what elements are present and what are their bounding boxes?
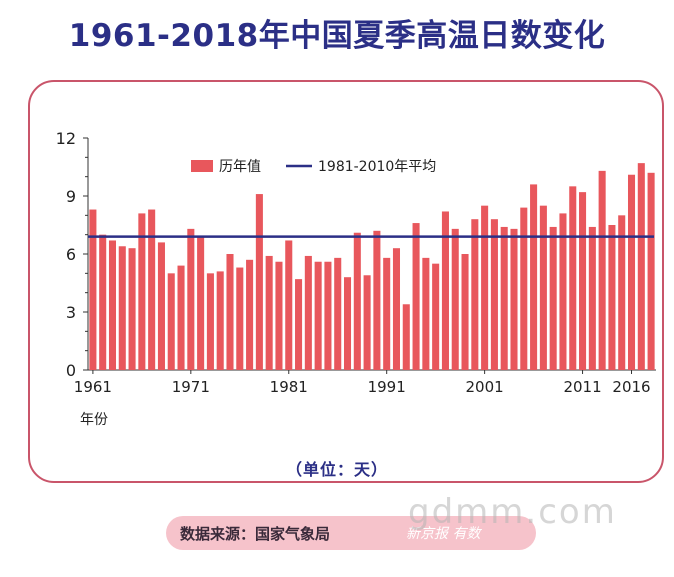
- bar-2012: [588, 226, 596, 370]
- bar-1978: [255, 194, 263, 370]
- bar-1974: [216, 271, 224, 370]
- x-axis-label: 年份: [80, 412, 108, 428]
- bar-1982: [295, 279, 303, 370]
- bar-1991: [383, 257, 391, 370]
- bar-1976: [236, 267, 244, 370]
- x-tick-label: 1961: [74, 378, 112, 396]
- bar-1993: [402, 304, 410, 370]
- bar-1965: [128, 248, 136, 370]
- newspaper-logo: 新京报 有数: [406, 526, 481, 542]
- bar-1975: [226, 254, 234, 370]
- legend-label-average: 1981-2010年平均: [318, 159, 436, 175]
- bar-1999: [461, 254, 469, 370]
- bar-1992: [392, 248, 401, 370]
- bar-1981: [285, 240, 293, 370]
- bar-2008: [549, 226, 557, 370]
- bar-2013: [598, 170, 606, 370]
- x-tick-label: 1991: [368, 378, 406, 396]
- y-tick-label: 6: [66, 245, 76, 264]
- bar-1986: [334, 257, 342, 370]
- bar-2000: [471, 219, 479, 370]
- x-tick-label: 2001: [466, 378, 504, 396]
- bar-1964: [118, 246, 126, 370]
- y-tick-label: 3: [66, 303, 76, 322]
- source-label: 数据来源：国家气象局: [180, 525, 331, 543]
- bar-1998: [451, 228, 459, 370]
- x-tick-label: 1971: [172, 378, 210, 396]
- bar-2014: [608, 225, 616, 370]
- y-tick-label: 12: [56, 129, 76, 148]
- bar-1961: [89, 209, 97, 370]
- bar-1963: [108, 240, 117, 370]
- legend-label-annual: 历年值: [219, 159, 261, 175]
- bar-1997: [441, 211, 449, 370]
- bar-1971: [187, 228, 195, 370]
- bar-1995: [422, 257, 430, 370]
- bar-2001: [481, 205, 489, 370]
- bar-1979: [265, 255, 273, 370]
- bar-2004: [510, 228, 518, 370]
- bar-1977: [246, 259, 254, 370]
- legend-swatch-annual: [191, 160, 213, 172]
- bar-1969: [167, 273, 175, 370]
- x-tick-label: 2011: [563, 378, 601, 396]
- bar-1988: [353, 232, 361, 370]
- bar-2005: [520, 207, 528, 370]
- bar-1994: [412, 223, 420, 370]
- bar-2010: [569, 186, 577, 370]
- source-banner: 数据来源：国家气象局 新京报 有数: [166, 516, 536, 550]
- bar-1967: [148, 209, 156, 370]
- bar-2017: [637, 163, 645, 370]
- bar-2007: [539, 205, 547, 370]
- bar-2011: [579, 192, 587, 370]
- bar-1966: [138, 213, 146, 370]
- watermark: gdmm.com: [408, 492, 617, 532]
- bar-1968: [157, 242, 165, 370]
- bar-1984: [314, 261, 322, 370]
- bar-1990: [373, 230, 381, 370]
- bar-2006: [530, 184, 538, 370]
- page-title: 1961-2018年中国夏季高温日数变化: [68, 18, 606, 54]
- bar-1985: [324, 261, 332, 370]
- bar-1996: [432, 263, 440, 370]
- bar-1980: [275, 261, 283, 370]
- x-tick-label: 1981: [270, 378, 308, 396]
- bar-2015: [618, 215, 626, 370]
- unit-note: （单位：天）: [285, 460, 388, 479]
- bar-2002: [490, 219, 498, 370]
- bar-1973: [206, 273, 214, 370]
- bar-2003: [500, 226, 508, 370]
- bar-1987: [343, 277, 352, 370]
- bar-1962: [99, 234, 107, 370]
- bar-1989: [363, 275, 371, 370]
- x-tick-label: 2016: [612, 378, 650, 396]
- bar-1983: [304, 255, 312, 370]
- bar-2009: [559, 213, 567, 370]
- legend: 历年值 1981-2010年平均: [191, 159, 436, 175]
- y-tick-label: 9: [66, 187, 76, 206]
- y-tick-label: 0: [66, 361, 76, 380]
- bars-layer: [89, 163, 655, 370]
- bar-2016: [627, 174, 636, 370]
- bar-1970: [177, 265, 185, 370]
- bar-2018: [647, 172, 655, 370]
- bar-1972: [197, 236, 205, 370]
